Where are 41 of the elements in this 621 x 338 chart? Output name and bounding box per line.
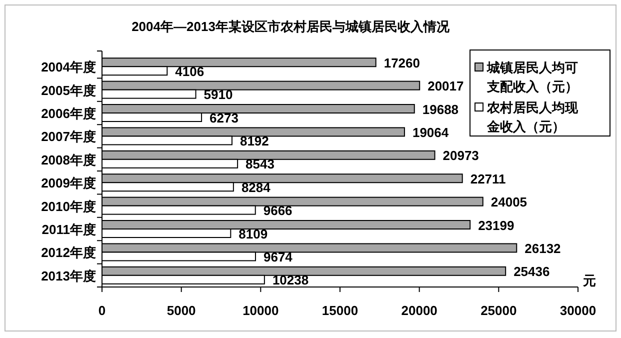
data-label: 26132 — [524, 240, 561, 256]
data-label: 23199 — [478, 218, 514, 233]
data-label: 24005 — [490, 194, 528, 210]
data-label: 8109 — [238, 226, 268, 242]
data-label: 9674 — [263, 249, 294, 264]
y-tick-label: 2008年度 — [41, 152, 96, 168]
data-label: 8543 — [246, 156, 274, 172]
legend-label: 农村居民人均现金收入（元） — [486, 100, 579, 134]
legend-label: 城镇居民人均可支配收入（元） — [486, 60, 578, 94]
data-label: 6273 — [210, 110, 238, 126]
x-tick-label: 0 — [98, 303, 106, 318]
y-tick-label: 2010年度 — [41, 198, 96, 214]
x-tick-label: 5000 — [166, 303, 196, 318]
x-axis-title: 元 — [582, 273, 596, 288]
data-label: 8192 — [240, 133, 269, 148]
x-tick-label: 25000 — [480, 303, 517, 318]
y-tick-label: 2011年度 — [42, 222, 96, 237]
y-tick-label: 2006年度 — [41, 106, 96, 121]
data-label: 5910 — [204, 87, 233, 102]
y-tick-label: 2007年度 — [41, 129, 96, 144]
x-tick-label: 15000 — [322, 303, 358, 318]
y-tick-label: 2012年度 — [41, 245, 96, 260]
x-tick-label: 10000 — [242, 303, 279, 318]
data-label: 20973 — [442, 148, 479, 164]
x-tick-label: 30000 — [560, 303, 596, 318]
y-tick-label: 2004年度 — [41, 60, 96, 75]
data-label: 17260 — [384, 55, 420, 70]
x-tick-label: 20000 — [401, 303, 438, 318]
data-label: 8284 — [241, 180, 272, 195]
data-label: 19688 — [422, 102, 459, 117]
y-tick-label: 2013年度 — [41, 268, 96, 284]
data-label: 22711 — [470, 171, 506, 186]
data-label: 20017 — [428, 78, 464, 94]
data-label: 25436 — [514, 264, 550, 280]
data-label: 19064 — [412, 124, 450, 140]
chart-title: 2004年—2013年某设区市农村居民与城镇居民收入情况 — [132, 19, 450, 34]
data-label: 10238 — [272, 272, 309, 288]
y-tick-label: 2009年度 — [41, 176, 96, 191]
data-label: 9666 — [263, 203, 292, 218]
data-label: 4106 — [175, 64, 204, 79]
y-tick-label: 2005年度 — [41, 82, 96, 98]
